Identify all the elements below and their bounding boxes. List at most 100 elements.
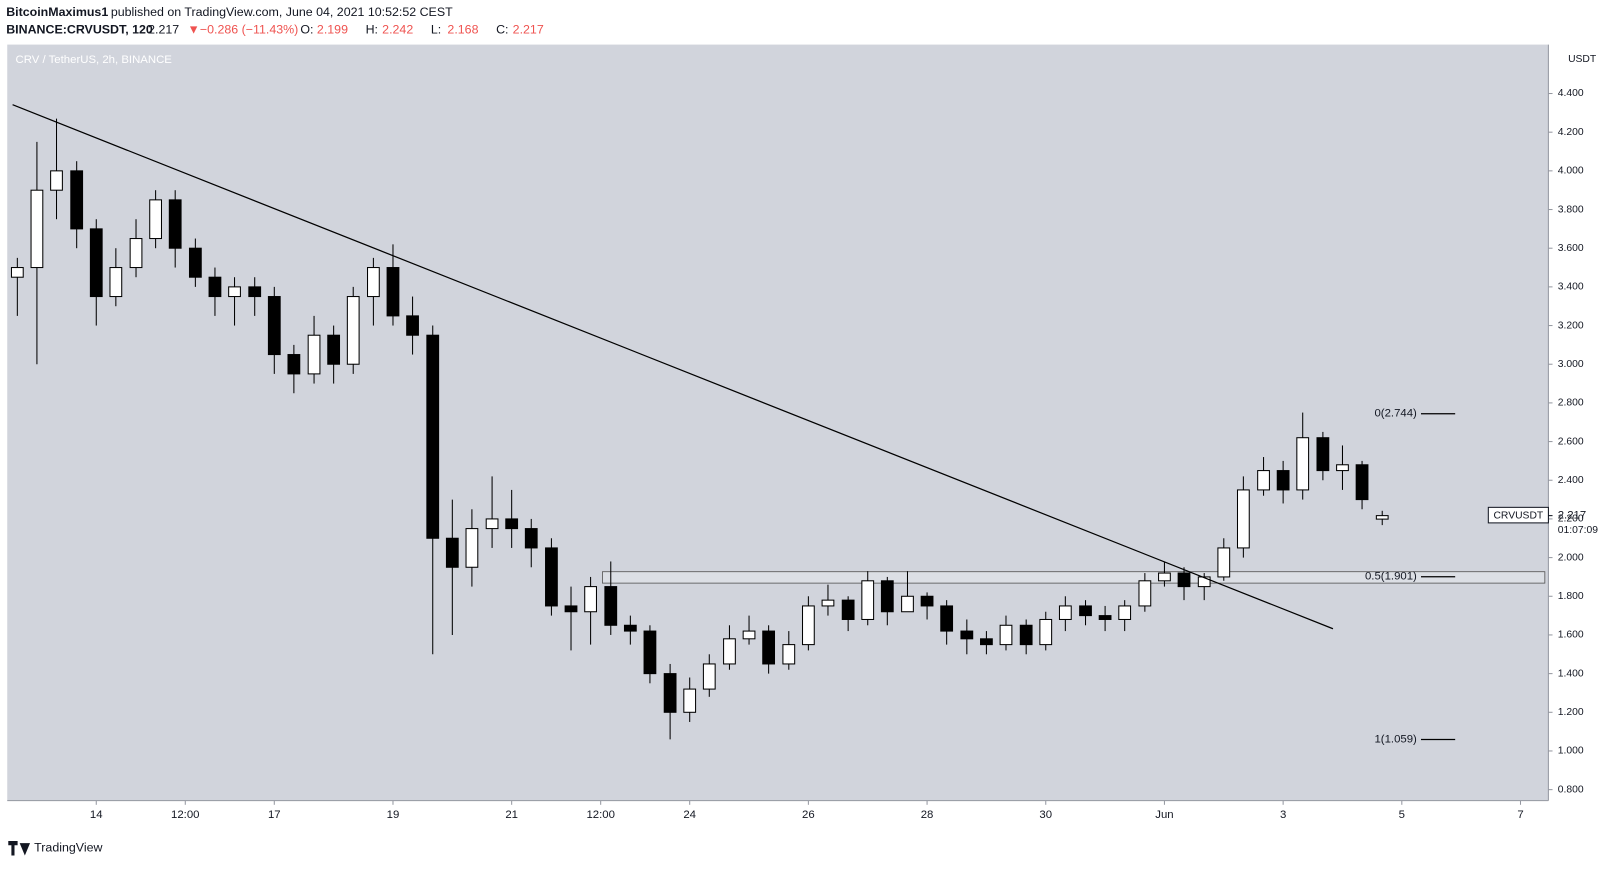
candle-body <box>901 595 914 613</box>
candle-body <box>1177 572 1191 588</box>
published: published on TradingView.com, June 04, 2… <box>111 5 453 19</box>
candle-body <box>623 624 637 632</box>
candle-body <box>683 688 697 713</box>
candle-body <box>465 528 479 568</box>
candle-body <box>50 170 63 191</box>
candle-body <box>1276 470 1290 491</box>
y-tick-label: 2.800 <box>1558 398 1584 409</box>
candle-body <box>228 286 241 298</box>
trendline <box>12 104 1334 630</box>
candle-body <box>564 605 578 613</box>
y-tick-label: 1.800 <box>1558 591 1584 602</box>
candle-body <box>999 624 1013 646</box>
y-tick-label: 2.000 <box>1558 552 1584 563</box>
candle-body <box>10 267 24 278</box>
ohlc-value: 2.217 <box>513 22 544 36</box>
ohlc-key: C: <box>496 22 508 36</box>
candle-body <box>524 528 538 549</box>
candle-body <box>545 547 558 607</box>
candle-body <box>782 644 796 665</box>
candle-body <box>880 580 894 613</box>
last-price: 2.217 <box>148 22 179 36</box>
candle-body <box>1079 605 1092 617</box>
price-tag-name: CRVUSDT <box>1493 510 1543 521</box>
y-tick-label: 2.600 <box>1558 436 1584 447</box>
x-tick-label: 7 <box>1517 809 1523 821</box>
candle-body <box>426 334 440 539</box>
candle-body <box>702 663 716 690</box>
publisher: BitcoinMaximus1 <box>6 5 108 19</box>
candle-body <box>1197 576 1211 588</box>
x-tick-label: 14 <box>90 809 103 821</box>
candle-body <box>485 518 499 530</box>
logo <box>8 841 31 856</box>
y-tick-label: 1.200 <box>1558 707 1584 718</box>
candle-body <box>287 354 301 375</box>
candle-body <box>149 199 163 240</box>
candle-body <box>584 586 597 613</box>
candle-body <box>1375 515 1389 520</box>
x-tick-label: 5 <box>1399 809 1405 821</box>
candle-body <box>1236 489 1250 549</box>
ohlc-value: 2.242 <box>382 22 413 36</box>
candle-body <box>70 170 84 230</box>
zone <box>602 571 1546 584</box>
y-tick-label: 3.800 <box>1558 204 1584 215</box>
candle-body <box>30 189 44 269</box>
candle-body <box>841 599 855 620</box>
candle-body <box>980 638 993 646</box>
candle-body <box>801 605 815 646</box>
x-tick-label: 19 <box>387 809 400 821</box>
candle-body <box>1019 624 1033 646</box>
x-tick-label: 30 <box>1039 809 1052 821</box>
y-tick-label: 3.000 <box>1558 359 1584 370</box>
candle-body <box>307 334 321 375</box>
y-axis-label: USDT <box>1568 54 1597 65</box>
symbol: BINANCE:CRVUSDT, 120 <box>6 22 153 36</box>
y-tick-label: 1.000 <box>1558 746 1584 757</box>
chart-title: CRV / TetherUS, 2h, BINANCE <box>16 54 173 66</box>
candle-body <box>109 267 123 298</box>
candle-body <box>1257 470 1270 491</box>
arrow: ▼ <box>187 22 199 36</box>
candle-body <box>1138 580 1152 607</box>
y-tick-label: 1.600 <box>1558 630 1584 641</box>
candle-body <box>663 673 677 713</box>
candle-body <box>940 605 954 632</box>
plot-area <box>7 44 1549 801</box>
candle-body <box>821 599 835 607</box>
candle-body <box>248 286 262 298</box>
candle-body <box>129 238 143 269</box>
y-tick-label: 2.200 <box>1558 514 1584 525</box>
candle-body <box>604 586 618 626</box>
ohlc-key: L: <box>431 22 441 36</box>
y-tick-label: 4.200 <box>1558 127 1584 138</box>
candle-body <box>1058 605 1072 620</box>
x-tick-label: 24 <box>683 809 696 821</box>
candle-body <box>1336 464 1349 472</box>
candle-body <box>89 228 103 298</box>
x-tick-label: 12:00 <box>171 809 199 821</box>
ohlc-value: 2.168 <box>447 22 478 36</box>
y-tick-label: 3.600 <box>1558 243 1584 254</box>
candle-body <box>1039 618 1053 646</box>
candle-body <box>861 580 875 620</box>
y-tick-label: 0.800 <box>1558 784 1584 795</box>
footer-brand: TradingView <box>34 841 102 855</box>
candle-body <box>1217 547 1231 578</box>
ohlc-key: O: <box>300 22 313 36</box>
candle-body <box>346 296 360 365</box>
candle-body <box>742 630 756 640</box>
candle-body <box>643 630 657 675</box>
candle-body <box>960 630 974 640</box>
candle-body <box>1158 572 1171 582</box>
price-tag-price: 2.217 <box>1558 510 1586 522</box>
y-tick-label: 4.000 <box>1558 166 1584 177</box>
candle-body <box>386 267 400 317</box>
candle-body <box>1098 615 1112 620</box>
candle-body <box>168 199 182 249</box>
change: −0.286 (−11.43%) <box>200 22 298 36</box>
candle-body <box>406 315 419 336</box>
x-tick-label: 12:00 <box>586 809 614 821</box>
